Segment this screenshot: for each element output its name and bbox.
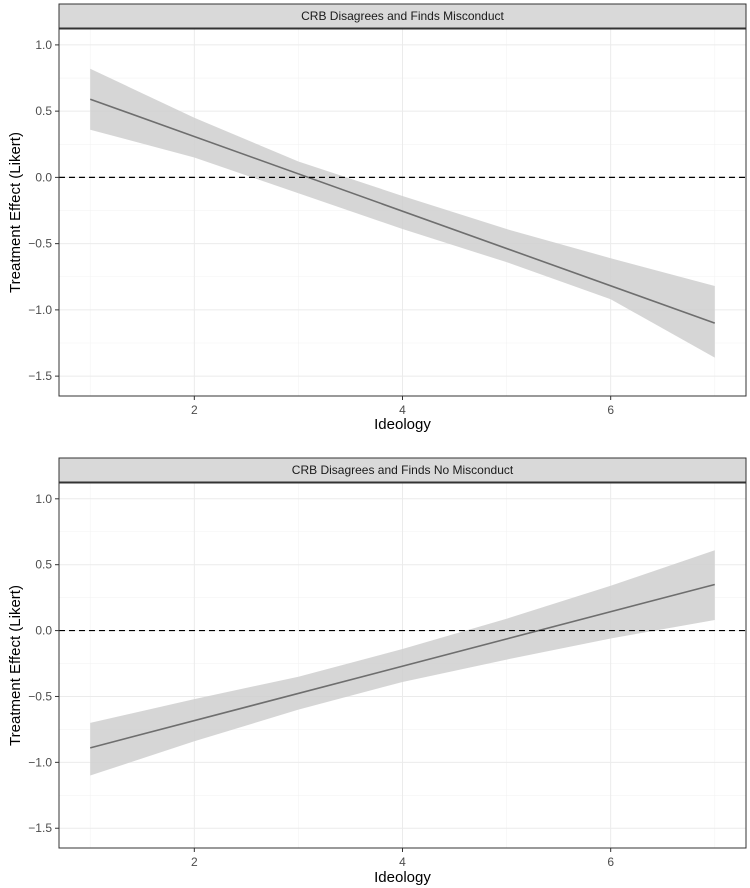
y-tick-label: 0.0 [35,624,52,638]
confidence-ribbon [90,550,715,776]
y-axis-title: Treatment Effect (Likert) [7,132,24,293]
fitted-line [90,583,715,749]
x-tick-label: 6 [607,855,614,869]
facet-strip [58,3,747,29]
y-tick-label: −1.0 [28,755,52,769]
y-tick-label: 1.0 [35,492,52,506]
x-tick-label: 2 [191,403,198,417]
x-tick-label: 2 [191,855,198,869]
confidence-ribbon [90,68,715,358]
y-tick-label: 0.0 [35,170,52,184]
facet-title: CRB Disagrees and Finds Misconduct [301,9,504,23]
x-tick-label: 6 [607,403,614,417]
chart-panel-1: CRB Disagrees and Finds Misconduct 2 4 6 −1.… [7,3,747,433]
y-tick-label: 0.5 [35,558,52,572]
facet-title: CRB Disagrees and Finds No Misconduct [292,463,514,477]
facet-strip [58,457,747,483]
chart-panel-2: CRB Disagrees and Finds No Misconduct 2 4 6… [7,457,747,886]
y-tick-label: 1.0 [35,38,52,52]
y-tick-label: −1.5 [28,369,52,383]
x-tick-label: 4 [399,855,406,869]
y-tick-label: −1.5 [28,821,52,835]
fitted-line [89,98,716,324]
x-tick-label: 4 [399,403,406,417]
y-tick-label: 0.5 [35,104,52,118]
x-axis-title: Ideology [374,416,431,433]
y-tick-label: −0.5 [28,237,52,251]
y-tick-label: −0.5 [28,689,52,703]
x-axis-title: Ideology [374,869,431,886]
y-tick-label: −1.0 [28,303,52,317]
y-axis-title: Treatment Effect (Likert) [7,585,24,746]
